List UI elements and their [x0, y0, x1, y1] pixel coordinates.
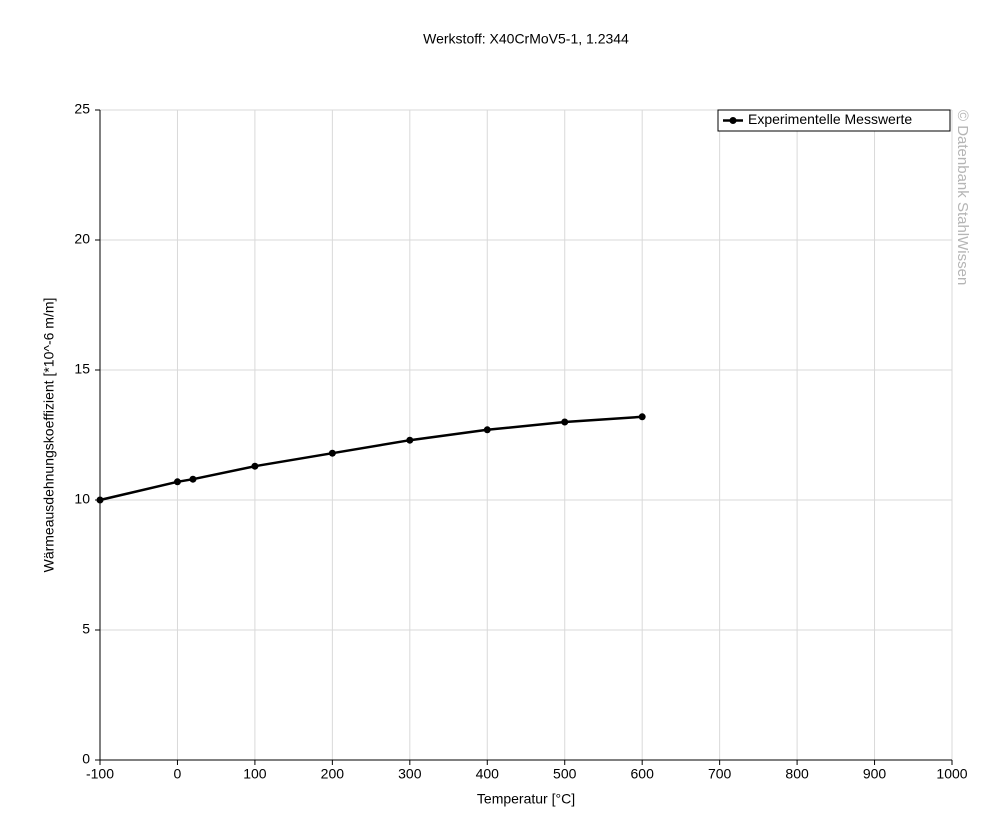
x-axis-label: Temperatur [°C]: [477, 791, 575, 807]
y-axis-label: Wärmeausdehnungskoeffizient [*10^-6 m/m]: [41, 298, 57, 573]
data-point: [483, 426, 491, 434]
legend-marker: [729, 117, 737, 124]
x-tick-label: 600: [631, 766, 655, 782]
x-tick-label: 0: [174, 766, 182, 782]
x-tick-label: -100: [86, 766, 114, 782]
y-tick-label: 15: [74, 361, 90, 377]
x-tick-label: 700: [708, 766, 732, 782]
x-tick-label: 900: [863, 766, 887, 782]
x-tick-label: 400: [476, 766, 500, 782]
data-point: [189, 475, 197, 483]
x-tick-label: 100: [243, 766, 267, 782]
data-point: [96, 496, 104, 504]
y-tick-label: 0: [82, 751, 90, 767]
watermark: © Datenbank StahlWissen: [954, 110, 971, 285]
data-point: [406, 436, 414, 444]
x-tick-label: 800: [785, 766, 809, 782]
y-tick-label: 10: [74, 491, 90, 507]
x-tick-label: 300: [398, 766, 422, 782]
data-point: [328, 449, 336, 457]
legend-label: Experimentelle Messwerte: [748, 111, 912, 127]
x-tick-label: 200: [321, 766, 345, 782]
data-point: [173, 478, 181, 486]
chart-title: Werkstoff: X40CrMoV5-1, 1.2344: [423, 31, 629, 47]
x-tick-label: 500: [553, 766, 577, 782]
y-tick-label: 5: [82, 621, 90, 637]
data-line: [99, 415, 643, 502]
data-point: [561, 418, 569, 426]
y-tick-label: 25: [74, 101, 90, 117]
data-point: [251, 462, 259, 470]
data-point: [638, 413, 646, 421]
legend-box: [717, 109, 951, 132]
y-tick-label: 20: [74, 231, 90, 247]
x-tick-label: 1000: [936, 766, 967, 782]
